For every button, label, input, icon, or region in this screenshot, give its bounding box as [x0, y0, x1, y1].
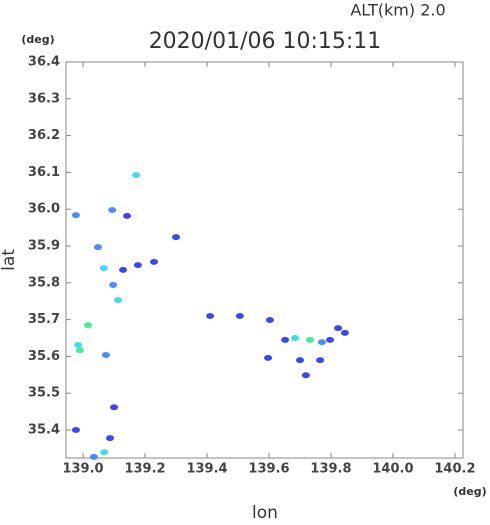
x-axis-label: lon: [252, 503, 278, 521]
echo-cell: [281, 336, 290, 343]
y-unit: (deg): [21, 33, 54, 46]
echo-cell: [316, 357, 325, 364]
echo-cell: [295, 357, 304, 364]
echo-cell: [114, 297, 123, 304]
y-tick-label: 36.4: [28, 55, 60, 70]
echo-cell: [106, 435, 115, 442]
echo-cell: [150, 258, 159, 265]
chart-title: 2020/01/06 10:15:11: [149, 29, 382, 54]
echo-cell: [119, 266, 128, 273]
echo-cell: [71, 212, 80, 219]
x-tick-label: 139.6: [248, 462, 289, 477]
x-tick-label: 139.0: [62, 462, 103, 477]
echo-cell: [340, 329, 349, 336]
echo-cell: [206, 312, 215, 319]
plot-frame: [65, 61, 464, 459]
y-tick-label: 35.5: [28, 386, 60, 401]
echo-cell: [100, 449, 109, 456]
y-axis-label: lat: [0, 249, 19, 271]
x-tick-label: 139.2: [124, 462, 165, 477]
echo-cell: [84, 322, 93, 329]
echo-cell: [334, 325, 343, 332]
x-tick-label: 139.4: [186, 462, 227, 477]
echo-cell: [235, 312, 244, 319]
echo-cell: [109, 282, 118, 289]
echo-cell: [93, 244, 102, 251]
y-tick-label: 36.2: [28, 128, 60, 143]
echo-cell: [265, 316, 274, 323]
y-tick-label: 35.9: [28, 239, 60, 254]
y-tick-label: 36.0: [28, 202, 60, 217]
echo-cell: [75, 347, 84, 354]
echo-cell: [108, 206, 117, 213]
y-tick-label: 36.1: [28, 165, 60, 180]
echo-cell: [172, 234, 181, 241]
echo-cell: [326, 336, 335, 343]
echo-cell: [74, 342, 83, 349]
echo-cell: [317, 339, 326, 346]
x-tick-label: 140.0: [372, 462, 413, 477]
echo-cell: [99, 265, 108, 272]
echo-cell: [110, 404, 119, 411]
echo-cell: [291, 335, 300, 342]
x-tick-label: 140.2: [434, 462, 475, 477]
echo-cell: [71, 427, 80, 434]
echo-cell: [89, 453, 98, 460]
y-tick-label: 35.8: [28, 275, 60, 290]
altitude-label: ALT(km) 2.0: [350, 1, 445, 20]
echo-cell: [301, 372, 310, 379]
y-tick-label: 36.3: [28, 91, 60, 106]
y-tick-label: 35.7: [28, 312, 60, 327]
y-tick-label: 35.6: [28, 349, 60, 364]
echo-cell: [101, 351, 110, 358]
echo-cell: [123, 212, 132, 219]
echo-cell: [132, 171, 141, 178]
echo-cell: [133, 262, 142, 269]
x-tick-label: 139.8: [310, 462, 351, 477]
y-tick-label: 35.4: [28, 423, 60, 438]
echo-cell: [264, 354, 273, 361]
echo-cell: [305, 336, 314, 343]
x-unit: (deg): [453, 485, 486, 498]
